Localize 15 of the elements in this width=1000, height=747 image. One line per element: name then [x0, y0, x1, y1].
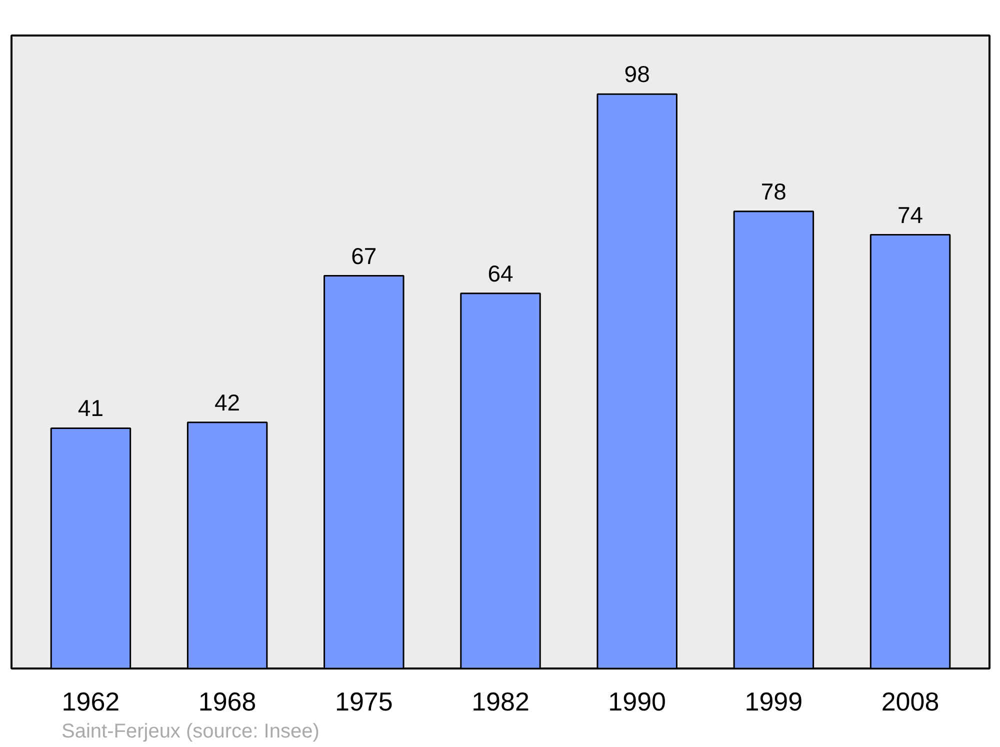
data-label: 42 — [214, 389, 240, 416]
text: Saint-Ferjeux (source: Insee) — [62, 720, 320, 742]
x-tick-label: 1962 — [62, 686, 120, 716]
data-label: 64 — [488, 260, 514, 286]
data-label: 74 — [897, 202, 924, 228]
x-tick-label: 1968 — [198, 686, 256, 716]
x-tick-label: 2008 — [881, 686, 940, 716]
x-tick-label: 1975 — [334, 686, 393, 716]
data-label: 41 — [78, 395, 104, 422]
x-tick-label: 1982 — [472, 686, 530, 716]
x-tick-label: 1999 — [744, 686, 803, 716]
x-tick-label: 1990 — [608, 686, 666, 716]
data-label: 98 — [624, 61, 650, 88]
data-label: 78 — [760, 178, 786, 204]
data-label: 67 — [351, 242, 377, 269]
